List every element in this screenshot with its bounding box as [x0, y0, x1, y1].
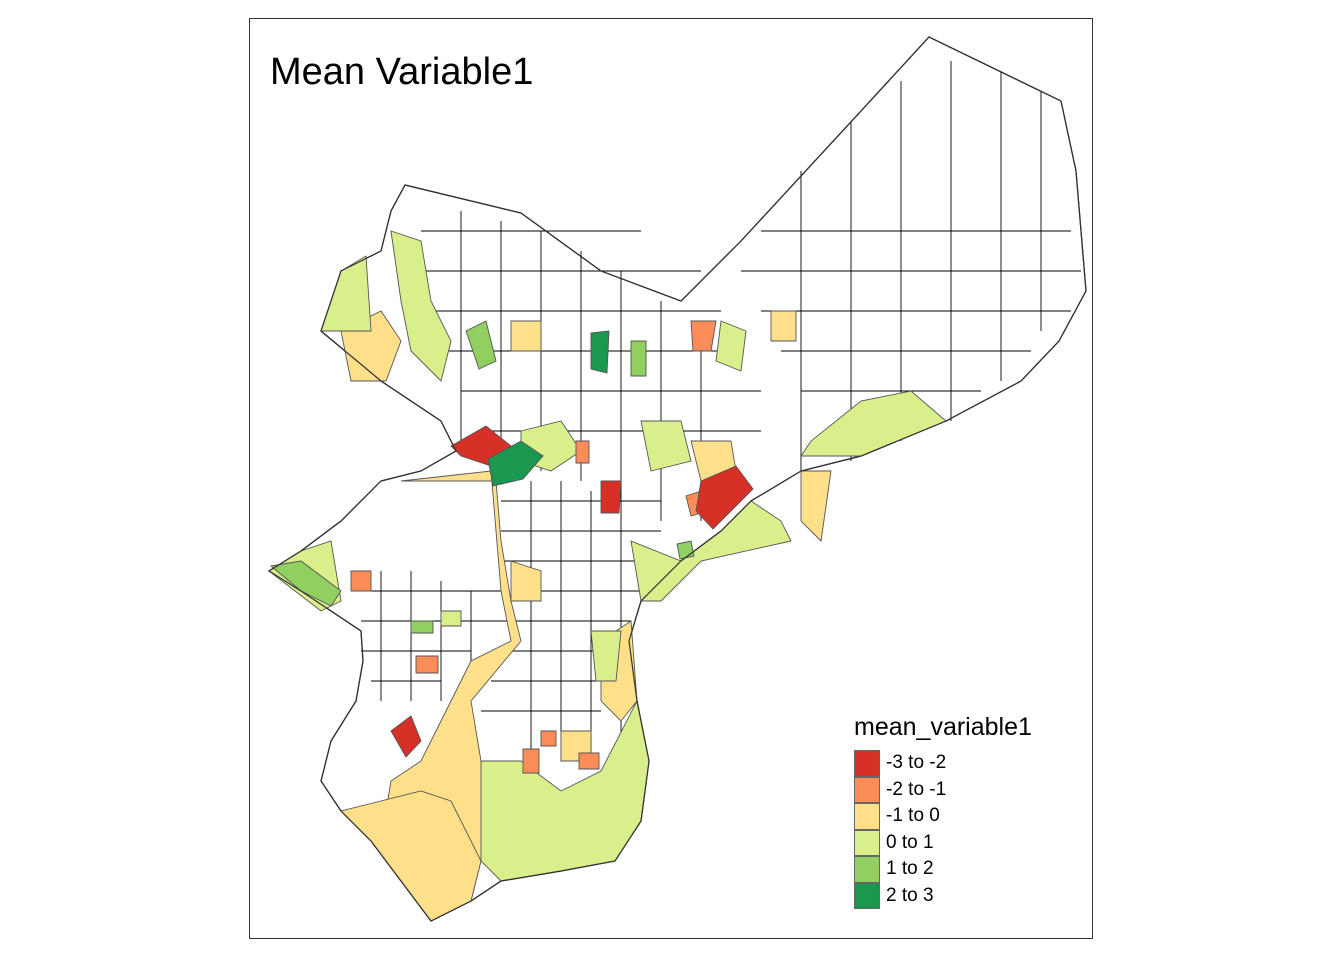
- legend-item: 0 to 1: [854, 829, 1032, 856]
- tract-grid: [361, 61, 1081, 761]
- legend-label: 2 to 3: [886, 884, 934, 906]
- legend-item: -3 to -2: [854, 750, 1032, 777]
- legend-label: 0 to 1: [886, 831, 934, 853]
- map-panel: Mean Variable1 mean_variable1 -3 to -2 -…: [249, 18, 1093, 939]
- legend-item: 2 to 3: [854, 882, 1032, 909]
- legend-item: -1 to 0: [854, 803, 1032, 830]
- legend-swatch: [854, 856, 880, 883]
- legend: mean_variable1 -3 to -2 -2 to -1 -1 to 0…: [854, 713, 1032, 909]
- legend-swatch: [854, 829, 880, 856]
- legend-label: -3 to -2: [886, 752, 947, 774]
- tract-polygons: [268, 230, 947, 922]
- legend-swatch: [854, 803, 880, 830]
- choropleth-map: [267, 36, 1087, 922]
- city-outline: [267, 36, 1087, 922]
- legend-item: 1 to 2: [854, 856, 1032, 883]
- legend-item: -2 to -1: [854, 776, 1032, 803]
- legend-title: mean_variable1: [854, 713, 1032, 741]
- legend-swatch: [854, 750, 880, 777]
- legend-swatch: [854, 882, 880, 909]
- legend-label: -1 to 0: [886, 805, 940, 827]
- legend-swatch: [854, 776, 880, 803]
- legend-label: -2 to -1: [886, 778, 947, 800]
- legend-label: 1 to 2: [886, 858, 934, 880]
- map-title: Mean Variable1: [270, 51, 534, 93]
